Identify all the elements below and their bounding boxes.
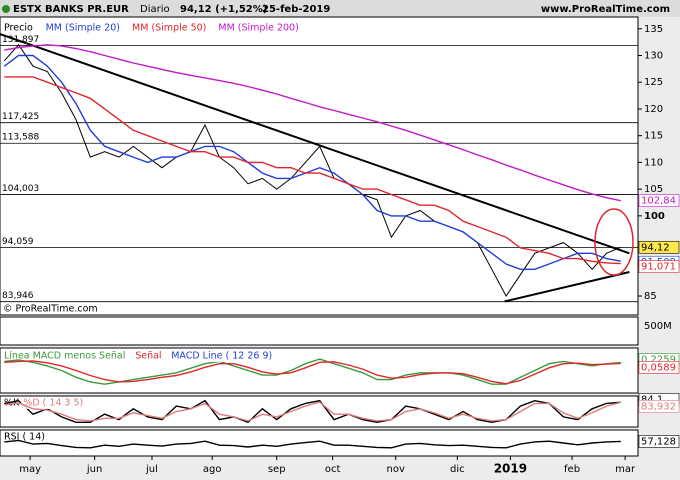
last-label-box: [638, 240, 680, 254]
level-label: 94,059: [2, 237, 34, 247]
last-label: 0,0589: [641, 362, 676, 373]
x-tick-label: jun: [86, 464, 102, 475]
last-label-box: [638, 194, 680, 207]
legend-box: [21, 397, 95, 409]
x-tick-label: dic: [450, 464, 465, 475]
last-label-box: [638, 260, 680, 273]
last-label: 94,12: [641, 242, 670, 253]
last-label: 84,1: [641, 394, 663, 405]
last-label: 0,2259: [641, 355, 676, 366]
period: Diario: [140, 4, 170, 15]
legend-box: [43, 22, 128, 34]
series-line: [4, 76, 621, 265]
legend-entry: MM (Simple 50): [132, 23, 206, 34]
x-tick-label: may: [19, 464, 41, 475]
series-line: [4, 358, 621, 385]
last-label-box: [638, 435, 680, 448]
series-line: [3, 54, 621, 270]
site: www.ProRealTime.com: [541, 4, 670, 15]
trendline: [504, 271, 630, 303]
y-tick-label: 130: [644, 50, 663, 61]
legend-entry: Precio: [4, 23, 33, 34]
series-line: [4, 399, 621, 424]
series-line: [4, 439, 621, 449]
legend-box: [2, 22, 42, 34]
price-panel: [0, 16, 639, 316]
last-label: 102,84: [641, 196, 676, 207]
date: 25-feb-2019: [262, 4, 330, 15]
legend-entry: MM (Simple 20): [46, 23, 120, 34]
legend-box: [216, 22, 307, 34]
series-line: [4, 44, 621, 202]
x-tick-label: nov: [387, 464, 405, 475]
series-line: [4, 401, 621, 422]
last-label: 83,932: [641, 401, 676, 412]
series-line: [4, 360, 621, 385]
legend-entry: Línea MACD menos Señal: [4, 351, 125, 362]
level-label: 104,003: [2, 184, 39, 194]
level-label: 83,946: [2, 291, 34, 301]
y-tick-label: 115: [644, 131, 663, 142]
y-tick-label: 125: [644, 77, 663, 88]
volume-title: © ProRealTime.com: [3, 304, 98, 315]
volume-tick: 500M: [644, 321, 672, 332]
title: ESTX BANKS PR.EUR: [13, 4, 129, 15]
y-tick-label: 105: [644, 184, 663, 195]
x-tick-label: jul: [145, 464, 158, 475]
x-tick-label: 2019: [494, 462, 527, 476]
x-tick-label: mar: [615, 464, 636, 475]
y-tick-label: 85: [644, 291, 657, 302]
trendline: [0, 33, 630, 255]
y-tick-label: 120: [644, 104, 663, 115]
legend-box: [2, 350, 132, 362]
last-label: 91,071: [641, 262, 676, 273]
legend-box: [133, 350, 168, 362]
quote: 94,12 (+1,52%): [180, 4, 267, 15]
legend-box: [169, 350, 288, 362]
x-tick-label: feb: [564, 464, 580, 475]
last-label-box: [638, 361, 680, 374]
header-bar: [0, 0, 680, 17]
highlight-ellipse: [594, 208, 634, 276]
y-tick-label: 110: [644, 157, 663, 168]
legend-entry: %K: [4, 398, 20, 409]
level-label: 113,588: [2, 133, 39, 143]
legend-entry: MM (Simple 200): [218, 23, 298, 34]
volume-panel: [0, 316, 639, 346]
series-line: [3, 43, 621, 297]
legend-box: [130, 22, 215, 34]
level-label: 117,425: [2, 112, 39, 122]
icon: [2, 5, 10, 13]
x-tick-label: ago: [203, 464, 222, 475]
legend-entry: MACD Line ( 12 26 9): [171, 351, 272, 362]
y-tick-label: 100: [644, 211, 665, 222]
legend-box: [2, 397, 20, 409]
level-label: 131,897: [2, 35, 39, 45]
legend-entry: RSI ( 14): [4, 432, 45, 443]
legend-entry: Señal: [135, 351, 161, 362]
x-tick-label: oct: [325, 464, 341, 475]
y-tick-label: 135: [644, 24, 663, 35]
last-label: 57,128: [641, 436, 676, 447]
last-label-box: [638, 400, 680, 413]
legend-entry: %D ( 14 3 5): [23, 398, 83, 409]
x-tick-label: sep: [268, 464, 286, 475]
rsi-panel: [0, 429, 639, 457]
